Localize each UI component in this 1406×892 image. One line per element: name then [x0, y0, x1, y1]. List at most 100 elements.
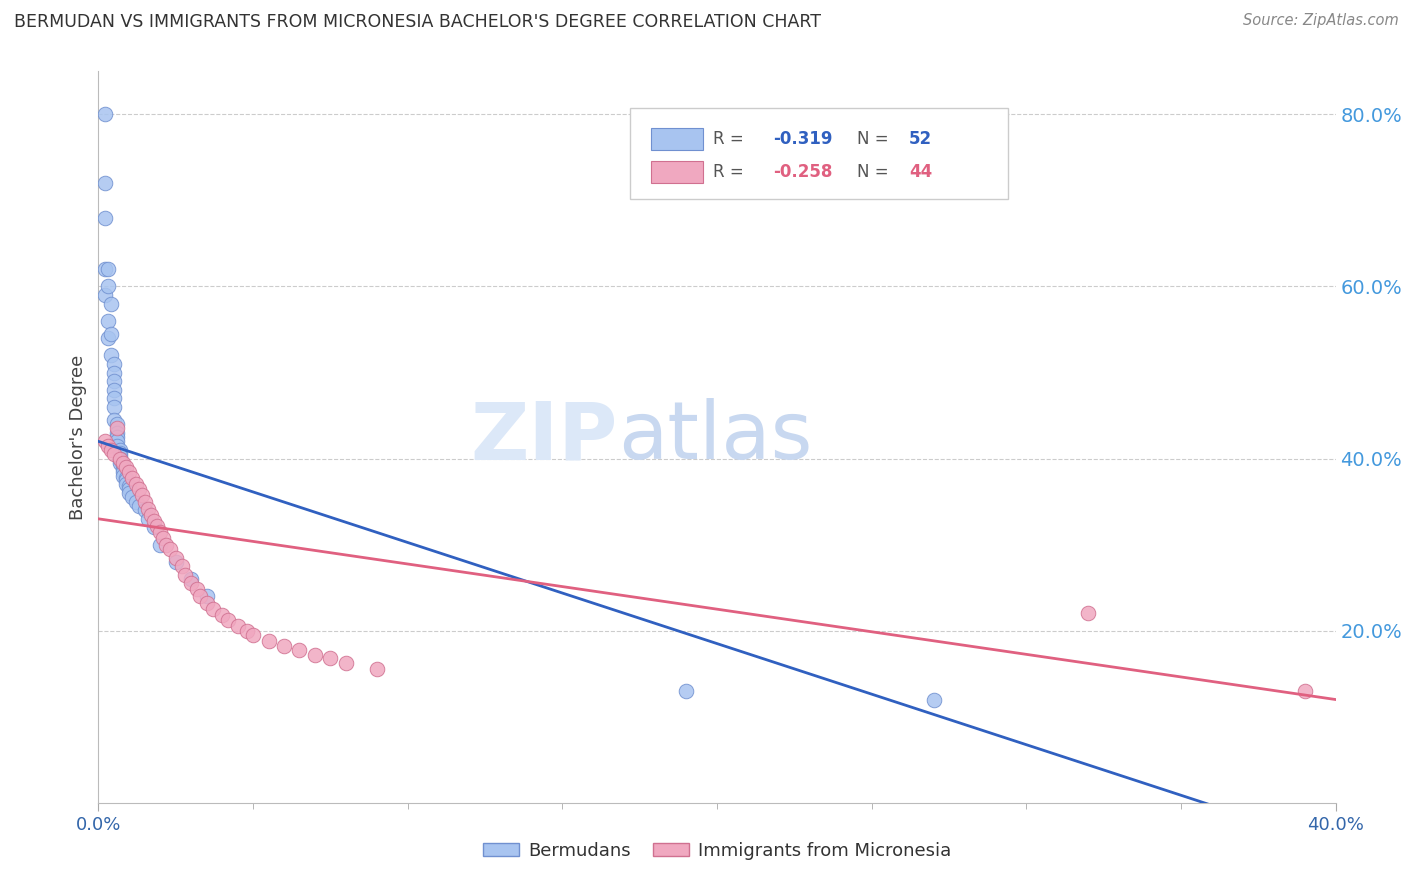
- Point: [108, 453, 131, 467]
- Point: [304, 648, 326, 662]
- Point: [1294, 684, 1316, 698]
- Point: [149, 524, 172, 539]
- Point: [128, 482, 150, 496]
- Point: [136, 512, 159, 526]
- Point: [226, 619, 249, 633]
- Text: 44: 44: [908, 163, 932, 181]
- Point: [143, 520, 166, 534]
- Point: [257, 634, 280, 648]
- Point: [159, 541, 181, 556]
- Point: [103, 366, 125, 380]
- Text: -0.258: -0.258: [773, 163, 832, 181]
- Point: [195, 596, 218, 610]
- Point: [97, 331, 120, 345]
- Point: [134, 503, 156, 517]
- Point: [190, 589, 212, 603]
- Point: [211, 608, 233, 623]
- Text: atlas: atlas: [619, 398, 813, 476]
- Point: [288, 642, 311, 657]
- Bar: [651, 128, 703, 150]
- Text: ZIP: ZIP: [471, 398, 619, 476]
- Bar: [651, 161, 703, 183]
- Point: [93, 262, 115, 277]
- Point: [115, 470, 138, 484]
- Point: [922, 692, 945, 706]
- Point: [121, 470, 143, 484]
- Point: [165, 555, 187, 569]
- Point: [105, 421, 128, 435]
- Point: [97, 439, 120, 453]
- Point: [319, 651, 342, 665]
- Point: [105, 430, 128, 444]
- Point: [108, 451, 131, 466]
- Point: [124, 477, 146, 491]
- Text: N =: N =: [856, 163, 894, 181]
- Point: [108, 442, 131, 457]
- Point: [217, 613, 239, 627]
- Point: [97, 262, 120, 277]
- Point: [118, 486, 141, 500]
- Point: [273, 639, 295, 653]
- Text: R =: R =: [713, 163, 749, 181]
- Point: [112, 462, 135, 476]
- Point: [149, 538, 172, 552]
- Point: [93, 107, 115, 121]
- Point: [115, 473, 138, 487]
- Point: [174, 567, 197, 582]
- Point: [128, 499, 150, 513]
- Point: [152, 531, 174, 545]
- Point: [97, 314, 120, 328]
- Point: [108, 445, 131, 459]
- Legend: Bermudans, Immigrants from Micronesia: Bermudans, Immigrants from Micronesia: [475, 835, 959, 867]
- Point: [93, 434, 115, 449]
- Text: -0.319: -0.319: [773, 129, 832, 148]
- Point: [105, 425, 128, 440]
- Point: [93, 288, 115, 302]
- Point: [195, 589, 218, 603]
- Point: [93, 211, 115, 225]
- Point: [108, 451, 131, 466]
- Point: [675, 684, 697, 698]
- Point: [143, 514, 166, 528]
- Point: [118, 482, 141, 496]
- Point: [121, 491, 143, 505]
- Point: [100, 348, 122, 362]
- Point: [136, 501, 159, 516]
- Point: [139, 508, 162, 522]
- Point: [105, 439, 128, 453]
- Point: [242, 628, 264, 642]
- Point: [201, 602, 224, 616]
- Point: [93, 176, 115, 190]
- Point: [170, 559, 193, 574]
- Point: [100, 296, 122, 310]
- Point: [115, 477, 138, 491]
- Point: [100, 326, 122, 341]
- Point: [146, 518, 169, 533]
- Text: Source: ZipAtlas.com: Source: ZipAtlas.com: [1243, 13, 1399, 29]
- Point: [180, 576, 202, 591]
- Point: [118, 465, 141, 479]
- Point: [1077, 607, 1099, 621]
- Point: [236, 624, 259, 638]
- Point: [105, 417, 128, 432]
- Point: [103, 374, 125, 388]
- Point: [118, 479, 141, 493]
- Point: [165, 550, 187, 565]
- Point: [112, 468, 135, 483]
- Point: [108, 456, 131, 470]
- Point: [103, 383, 125, 397]
- Point: [155, 538, 177, 552]
- Point: [186, 582, 208, 597]
- Y-axis label: Bachelor's Degree: Bachelor's Degree: [69, 354, 87, 520]
- Text: R =: R =: [713, 129, 749, 148]
- Point: [103, 447, 125, 461]
- Text: 52: 52: [908, 129, 932, 148]
- Point: [97, 279, 120, 293]
- Text: BERMUDAN VS IMMIGRANTS FROM MICRONESIA BACHELOR'S DEGREE CORRELATION CHART: BERMUDAN VS IMMIGRANTS FROM MICRONESIA B…: [14, 13, 821, 31]
- Point: [108, 449, 131, 463]
- Point: [112, 465, 135, 479]
- Point: [100, 442, 122, 457]
- Point: [366, 662, 388, 676]
- Point: [103, 392, 125, 406]
- Point: [131, 488, 153, 502]
